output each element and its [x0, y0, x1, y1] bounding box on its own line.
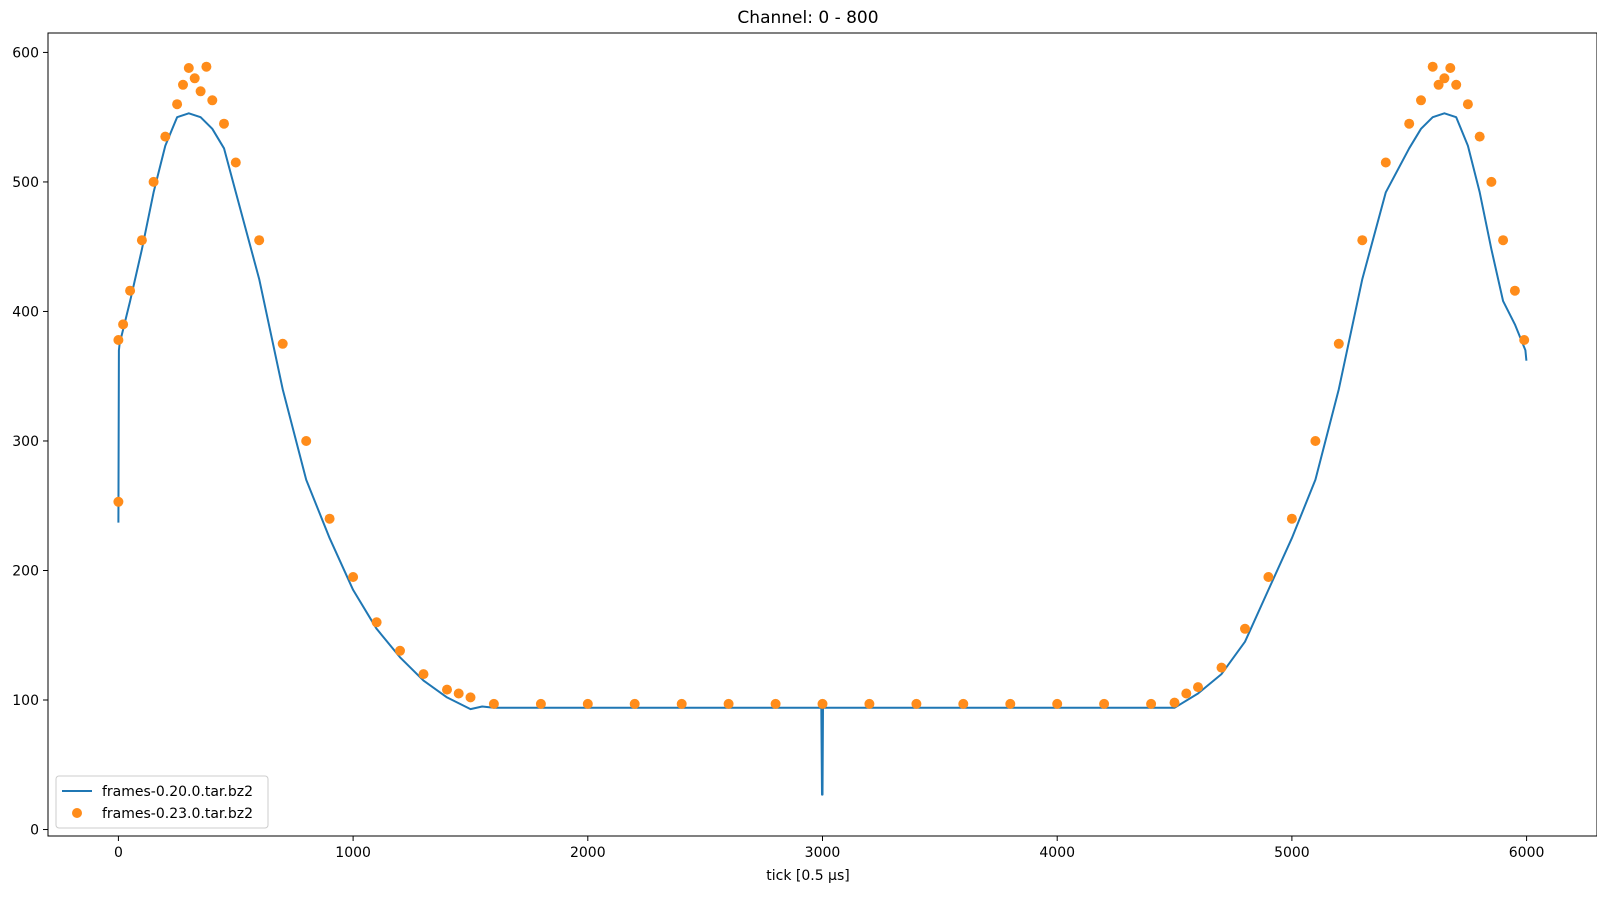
x-tick-label: 2000 — [570, 845, 606, 861]
x-tick-label: 3000 — [805, 845, 841, 861]
scatter-point — [278, 339, 288, 349]
scatter-point — [196, 86, 206, 96]
scatter-point — [184, 63, 194, 73]
scatter-point — [1510, 286, 1520, 296]
scatter-point — [219, 119, 229, 129]
scatter-point — [1334, 339, 1344, 349]
scatter-point — [958, 699, 968, 709]
scatter-point — [149, 177, 159, 187]
scatter-point — [1310, 436, 1320, 446]
scatter-point — [395, 646, 405, 656]
scatter-point — [1217, 663, 1227, 673]
x-tick-label: 5000 — [1274, 845, 1310, 861]
x-tick-label: 0 — [114, 845, 123, 861]
scatter-point — [125, 286, 135, 296]
chart-title: Channel: 0 - 800 — [737, 8, 878, 28]
scatter-point — [1052, 699, 1062, 709]
scatter-point — [254, 235, 264, 245]
scatter-point — [1381, 158, 1391, 168]
scatter-point — [1005, 699, 1015, 709]
scatter-point — [160, 132, 170, 142]
scatter-point — [1181, 689, 1191, 699]
x-tick-label: 4000 — [1039, 845, 1075, 861]
scatter-point — [1357, 235, 1367, 245]
scatter-point — [325, 514, 335, 524]
scatter-point — [1240, 624, 1250, 634]
legend-label-series-0: frames-0.20.0.tar.bz2 — [102, 784, 253, 800]
scatter-point — [630, 699, 640, 709]
scatter-point — [1445, 63, 1455, 73]
scatter-point — [1146, 699, 1156, 709]
y-tick-label: 100 — [12, 693, 39, 709]
scatter-point — [178, 80, 188, 90]
scatter-point — [724, 699, 734, 709]
series-line — [118, 113, 1526, 794]
scatter-point — [419, 669, 429, 679]
scatter-point — [1287, 514, 1297, 524]
scatter-point — [1439, 73, 1449, 83]
scatter-point — [113, 335, 123, 345]
y-tick-label: 200 — [12, 563, 39, 579]
scatter-point — [190, 73, 200, 83]
scatter-point — [231, 158, 241, 168]
scatter-point — [771, 699, 781, 709]
x-tick-label: 6000 — [1509, 845, 1545, 861]
scatter-point — [1416, 95, 1426, 105]
scatter-point — [113, 497, 123, 507]
scatter-point — [1475, 132, 1485, 142]
y-tick-label: 400 — [12, 304, 39, 320]
scatter-point — [1451, 80, 1461, 90]
scatter-point — [118, 319, 128, 329]
scatter-point — [1428, 62, 1438, 72]
plot-marks — [113, 62, 1529, 795]
x-axis-label: tick [0.5 μs] — [766, 868, 849, 884]
scatter-point — [911, 699, 921, 709]
y-tick-label: 500 — [12, 175, 39, 191]
scatter-point — [489, 699, 499, 709]
scatter-point — [1193, 682, 1203, 692]
scatter-point — [818, 699, 828, 709]
scatter-point — [1170, 698, 1180, 708]
scatter-point — [583, 699, 593, 709]
scatter-point — [1498, 235, 1508, 245]
scatter-point — [677, 699, 687, 709]
scatter-point — [372, 617, 382, 627]
scatter-point — [1404, 119, 1414, 129]
scatter-point — [172, 99, 182, 109]
legend-label-series-1: frames-0.23.0.tar.bz2 — [102, 806, 253, 822]
y-tick-label: 600 — [12, 45, 39, 61]
scatter-point — [348, 572, 358, 582]
scatter-point — [1099, 699, 1109, 709]
x-tick-label: 1000 — [335, 845, 371, 861]
scatter-point — [466, 692, 476, 702]
y-tick-label: 300 — [12, 434, 39, 450]
scatter-point — [536, 699, 546, 709]
scatter-point — [1263, 572, 1273, 582]
scatter-point — [454, 689, 464, 699]
scatter-point — [442, 685, 452, 695]
scatter-point — [201, 62, 211, 72]
scatter-point — [1486, 177, 1496, 187]
scatter-point — [207, 95, 217, 105]
legend-marker-swatch — [72, 808, 82, 818]
scatter-point — [1463, 99, 1473, 109]
scatter-point — [301, 436, 311, 446]
scatter-point — [137, 235, 147, 245]
y-axis: 0 100 200 300 400 500 600 — [12, 45, 48, 838]
x-axis: 0 1000 2000 3000 4000 5000 6000 — [114, 836, 1544, 861]
y-tick-label: 0 — [30, 823, 39, 839]
scatter-point — [1519, 335, 1529, 345]
legend: frames-0.20.0.tar.bz2 frames-0.23.0.tar.… — [56, 776, 268, 828]
scatter-point — [864, 699, 874, 709]
